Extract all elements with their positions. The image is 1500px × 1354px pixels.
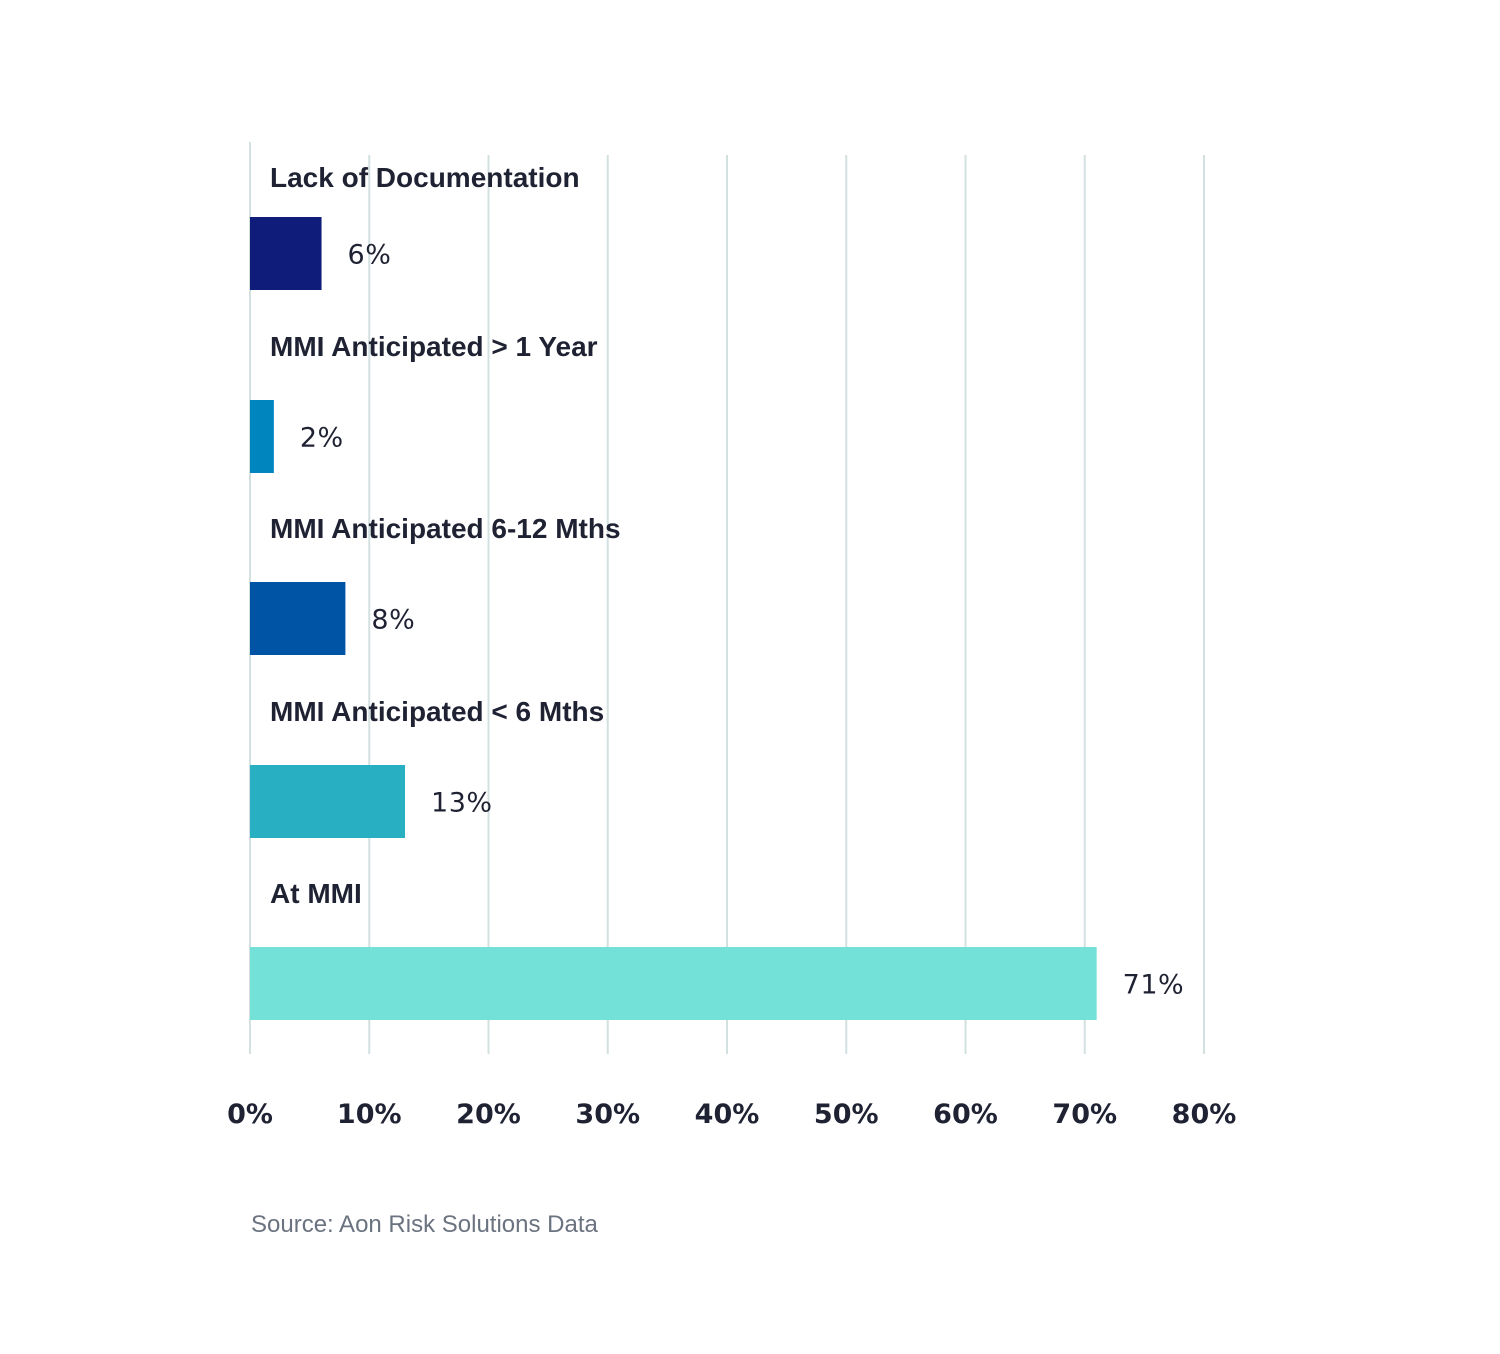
bar [250,947,1097,1020]
x-tick-label: 50% [814,1099,879,1130]
x-tick-label: 30% [575,1099,640,1130]
x-tick-label: 10% [337,1099,402,1130]
data-label: 71% [1123,970,1185,1001]
bar [250,765,406,838]
data-label: 13% [431,788,493,819]
data-label: 6% [348,240,392,271]
x-tick-label: 60% [933,1099,998,1130]
x-tick-label: 70% [1052,1099,1117,1130]
category-label: Lack of Documentation [270,162,580,193]
bar [250,217,322,290]
data-label: 2% [300,423,344,454]
x-axis-ticks: 0% 10% 20% 30% 40% 50% 60% 70% 80% [227,1099,1236,1130]
labels: Lack of Documentation 6% MMI Anticipated >… [270,162,1184,1001]
bar [250,400,274,473]
category-label: MMI Anticipated > 1 Year [270,331,598,362]
bar [250,582,346,655]
bars [250,217,1097,1020]
x-tick-label: 20% [456,1099,521,1130]
x-tick-label: 80% [1172,1099,1237,1130]
category-label: At MMI [270,878,362,909]
source-note: Source: Aon Risk Solutions Data [251,1211,599,1238]
category-label: MMI Anticipated 6-12 Mths [270,513,621,544]
x-tick-label: 40% [695,1099,760,1130]
data-label: 8% [371,605,415,636]
gridlines [249,142,1205,1054]
x-tick-label: 0% [227,1099,273,1130]
category-label: MMI Anticipated < 6 Mths [270,696,604,727]
